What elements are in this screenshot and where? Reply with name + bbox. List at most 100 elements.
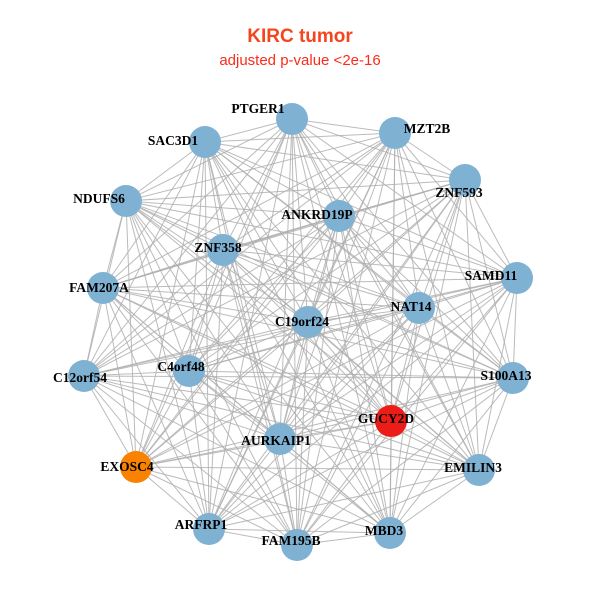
graph-edge bbox=[208, 307, 420, 530]
graph-edge bbox=[279, 321, 309, 440]
graph-node-ankrd19p[interactable] bbox=[323, 200, 355, 232]
page-title: KIRC tumor bbox=[247, 26, 353, 47]
graph-edge bbox=[296, 377, 514, 546]
graph-edge bbox=[222, 118, 293, 251]
graph-node-mbd3[interactable] bbox=[374, 517, 406, 549]
graph-edge bbox=[222, 249, 420, 309]
graph-edge bbox=[102, 287, 298, 546]
graph-edge bbox=[125, 141, 206, 202]
graph-edge bbox=[208, 438, 281, 530]
graph-edge bbox=[291, 118, 466, 181]
graph-edge bbox=[307, 321, 480, 471]
graph-edge bbox=[135, 307, 420, 468]
graph-edge bbox=[125, 200, 190, 372]
edge-layer bbox=[83, 118, 518, 546]
graph-edge bbox=[125, 200, 210, 530]
graph-edge bbox=[204, 141, 466, 181]
graph-edge bbox=[208, 321, 309, 530]
graph-edge bbox=[390, 307, 420, 422]
graph-edge bbox=[83, 370, 190, 377]
graph-edge bbox=[296, 469, 480, 546]
graph-edge bbox=[389, 420, 392, 534]
graph-edge bbox=[83, 307, 420, 377]
graph-edge bbox=[222, 132, 396, 251]
graph-node-aurkaip1[interactable] bbox=[264, 423, 296, 455]
graph-edge bbox=[83, 249, 224, 377]
graph-node-arfrp1[interactable] bbox=[193, 513, 225, 545]
graph-edge bbox=[83, 375, 392, 422]
graph-edge bbox=[83, 375, 514, 379]
graph-edge bbox=[307, 179, 466, 323]
graph-edge bbox=[83, 375, 281, 440]
graph-node-znf593[interactable] bbox=[449, 164, 481, 196]
graph-edge bbox=[83, 141, 206, 377]
graph-node-c4orf48[interactable] bbox=[173, 355, 205, 387]
graph-edge bbox=[390, 277, 518, 422]
graph-edge bbox=[208, 469, 480, 530]
graph-node-c12orf54[interactable] bbox=[68, 360, 100, 392]
graph-edge bbox=[291, 118, 309, 323]
graph-edge bbox=[222, 249, 281, 440]
graph-node-ptger1[interactable] bbox=[276, 103, 308, 135]
graph-edge bbox=[296, 179, 466, 546]
graph-edge bbox=[464, 179, 518, 279]
graph-node-exosc4[interactable] bbox=[120, 451, 152, 483]
graph-edge bbox=[83, 375, 480, 471]
graph-node-fam195b[interactable] bbox=[281, 529, 313, 561]
graph-node-s100a13[interactable] bbox=[497, 362, 529, 394]
graph-edge bbox=[296, 420, 392, 546]
graph-edge bbox=[188, 370, 391, 534]
graph-edge bbox=[83, 375, 391, 534]
graph-edge bbox=[135, 377, 514, 468]
graph-edge bbox=[125, 200, 224, 251]
graph-edge bbox=[307, 321, 392, 422]
graph-edge bbox=[135, 420, 392, 468]
graph-edge bbox=[291, 118, 420, 309]
graph-edge bbox=[135, 466, 298, 546]
graph-edge bbox=[307, 307, 420, 323]
graph-node-samd11[interactable] bbox=[501, 262, 533, 294]
graph-edge bbox=[338, 215, 518, 279]
graph-edge bbox=[135, 466, 391, 534]
graph-node-mzt2b[interactable] bbox=[379, 117, 411, 149]
graph-edge bbox=[83, 179, 466, 377]
node-layer bbox=[68, 103, 533, 561]
graph-edge bbox=[389, 377, 514, 534]
graph-edge bbox=[135, 438, 281, 468]
graph-edge bbox=[102, 287, 392, 422]
graph-node-sac3d1[interactable] bbox=[189, 126, 221, 158]
graph-edge bbox=[418, 179, 466, 309]
graph-edge bbox=[204, 132, 396, 143]
graph-edge bbox=[188, 370, 392, 422]
graph-edge bbox=[464, 179, 480, 471]
graph-edge bbox=[204, 141, 340, 217]
graph-node-znf358[interactable] bbox=[207, 234, 239, 266]
graph-node-nat14[interactable] bbox=[403, 292, 435, 324]
graph-node-c19orf24[interactable] bbox=[292, 306, 324, 338]
graph-edge bbox=[102, 287, 210, 530]
graph-edge bbox=[222, 249, 518, 279]
graph-edge bbox=[83, 375, 137, 468]
graph-edge bbox=[296, 277, 518, 546]
graph-node-emilin3[interactable] bbox=[463, 454, 495, 486]
page-subtitle: adjusted p-value <2e-16 bbox=[219, 52, 381, 69]
graph-edge bbox=[125, 200, 340, 217]
graph-edge bbox=[208, 277, 518, 530]
graph-edge bbox=[389, 179, 466, 534]
graph-edge bbox=[296, 215, 340, 546]
graph-node-ndufs6[interactable] bbox=[110, 185, 142, 217]
graph-edge bbox=[390, 420, 480, 471]
graph-edge bbox=[279, 132, 396, 440]
graph-edge bbox=[512, 277, 518, 379]
graph-edge bbox=[279, 179, 466, 440]
graph-edge bbox=[394, 132, 514, 379]
graph-edge bbox=[102, 287, 137, 468]
graph-node-fam207a[interactable] bbox=[87, 272, 119, 304]
graph-edge bbox=[338, 215, 480, 471]
graph-edge bbox=[418, 307, 514, 379]
graph-edge bbox=[291, 118, 480, 471]
graph-edge bbox=[83, 321, 309, 377]
graph-edge bbox=[279, 438, 480, 471]
graph-node-gucy2d[interactable] bbox=[375, 405, 407, 437]
graph-edge bbox=[307, 321, 514, 379]
